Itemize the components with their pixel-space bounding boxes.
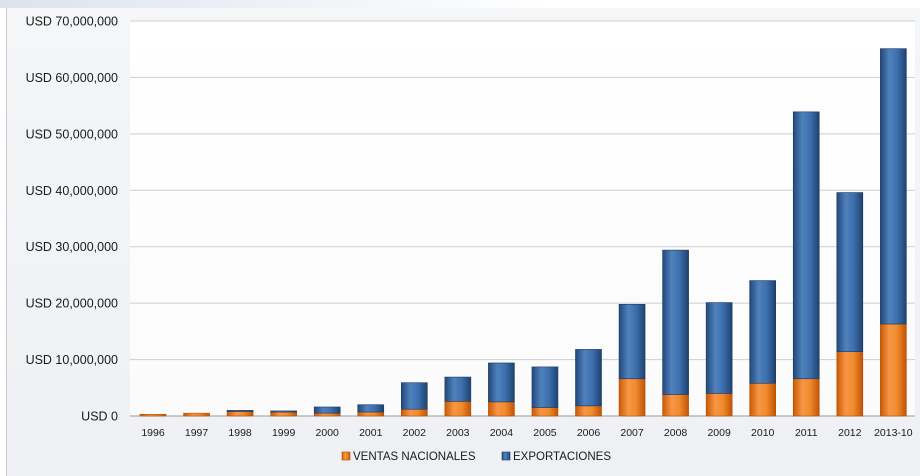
y-tick-label: USD 70,000,000 bbox=[26, 15, 118, 29]
bar-exportaciones-1998 bbox=[226, 410, 254, 412]
y-tick-label: USD 30,000,000 bbox=[26, 240, 118, 254]
x-tick-label: 2005 bbox=[533, 427, 557, 439]
y-tick-label: USD 40,000,000 bbox=[26, 184, 118, 198]
y-tick-label: USD 50,000,000 bbox=[26, 127, 118, 141]
bar-exportaciones-2009 bbox=[705, 302, 733, 394]
bar-exportaciones-2006 bbox=[575, 349, 602, 407]
bar-ventas-nacionales-2003 bbox=[444, 401, 472, 417]
bar-ventas-nacionales-2006 bbox=[575, 405, 602, 417]
x-tick-label: 2007 bbox=[620, 427, 644, 439]
x-tick-label: 2000 bbox=[316, 427, 340, 439]
bar-ventas-nacionales-2011 bbox=[792, 378, 820, 417]
bar-exportaciones-2001 bbox=[357, 404, 385, 413]
bar-exportaciones-2004 bbox=[488, 362, 515, 403]
x-tick-label: 1998 bbox=[228, 427, 252, 439]
bars bbox=[139, 48, 907, 417]
y-tick-label: USD 60,000,000 bbox=[26, 71, 118, 85]
bar-exportaciones-2013-10 bbox=[880, 48, 907, 325]
x-tick-label: 2002 bbox=[403, 427, 427, 439]
bar-ventas-nacionales-2005 bbox=[531, 407, 559, 417]
x-tick-label: 2001 bbox=[359, 427, 383, 439]
bar-ventas-nacionales-2008 bbox=[662, 394, 689, 417]
bar-exportaciones-2012 bbox=[836, 192, 864, 352]
bar-ventas-nacionales-2010 bbox=[749, 382, 777, 417]
x-tick-label: 2008 bbox=[664, 427, 688, 439]
bar-ventas-nacionales-2012 bbox=[836, 351, 864, 417]
bar-exportaciones-2003 bbox=[444, 376, 472, 402]
top-decorative-band bbox=[0, 0, 920, 8]
x-tick-label: 1996 bbox=[141, 427, 165, 439]
legend-swatch-exportaciones bbox=[501, 451, 511, 461]
bar-ventas-nacionales-2009 bbox=[705, 393, 733, 417]
legend: VENTAS NACIONALES EXPORTACIONES bbox=[341, 451, 611, 463]
bar-ventas-nacionales-2013-10 bbox=[880, 323, 907, 417]
bar-ventas-nacionales-2001 bbox=[357, 411, 385, 417]
bar-ventas-nacionales-2000 bbox=[313, 412, 341, 417]
x-tick-label: 1997 bbox=[185, 427, 209, 439]
y-axis-tick-labels: USD 0 USD 10,000,000 USD 20,000,000 USD 30,… bbox=[26, 15, 118, 424]
bar-exportaciones-2010 bbox=[749, 280, 777, 384]
bar-exportaciones-2002 bbox=[400, 382, 428, 410]
x-tick-label: 2010 bbox=[751, 427, 775, 439]
bar-exportaciones-2005 bbox=[531, 366, 559, 408]
x-axis-tick-labels: 1996 1997 1998 1999 2000 2001 2002 2003 2004 2005… bbox=[141, 427, 912, 439]
bar-exportaciones-2007 bbox=[618, 303, 646, 380]
x-tick-label: 2012 bbox=[838, 427, 862, 439]
y-tick-label: USD 0 bbox=[81, 410, 118, 424]
y-tick-label: USD 10,000,000 bbox=[26, 353, 118, 367]
x-tick-label: 2003 bbox=[446, 427, 470, 439]
bar-ventas-nacionales-1999 bbox=[270, 411, 297, 417]
plot-area bbox=[130, 21, 915, 416]
y-tick-label: USD 20,000,000 bbox=[26, 297, 118, 311]
bar-ventas-nacionales-1997 bbox=[183, 412, 210, 417]
bar-ventas-nacionales-2007 bbox=[618, 378, 646, 417]
x-tick-label: 2013-10 bbox=[874, 427, 913, 439]
legend-swatch-ventas-nacionales bbox=[341, 451, 351, 461]
x-tick-label: 2004 bbox=[490, 427, 514, 439]
legend-label-exportaciones: EXPORTACIONES bbox=[513, 451, 611, 463]
bar-ventas-nacionales-1996 bbox=[139, 414, 167, 417]
legend-label-ventas-nacionales: VENTAS NACIONALES bbox=[353, 451, 476, 463]
x-tick-label: 2009 bbox=[707, 427, 731, 439]
bar-exportaciones-2008 bbox=[662, 249, 689, 395]
bar-exportaciones-1999 bbox=[270, 410, 297, 413]
gridlines bbox=[130, 20, 915, 417]
bar-exportaciones-2000 bbox=[313, 406, 341, 414]
x-tick-label: 1999 bbox=[272, 427, 296, 439]
bar-exportaciones-2011 bbox=[792, 111, 820, 380]
bar-ventas-nacionales-2004 bbox=[488, 401, 515, 417]
x-tick-label: 2011 bbox=[795, 427, 818, 439]
x-tick-label: 2006 bbox=[577, 427, 601, 439]
bar-ventas-nacionales-2002 bbox=[400, 408, 428, 417]
bar-ventas-nacionales-1998 bbox=[226, 411, 254, 417]
